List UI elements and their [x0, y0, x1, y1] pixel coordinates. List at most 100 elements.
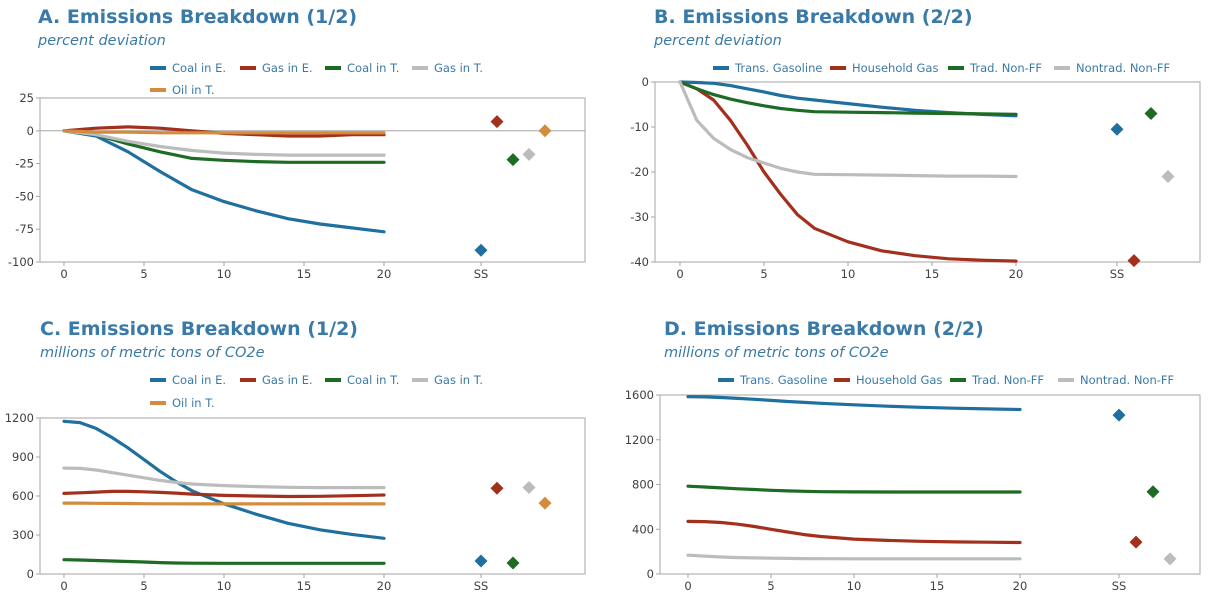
chart-d-xtick-label: 0 — [684, 579, 691, 593]
chart-c-series-line-3 — [62, 466, 386, 490]
chart-d-series-line-3 — [686, 553, 1022, 561]
chart-a-ytick-label: 0 — [27, 124, 34, 138]
chart-b-ytick-label: -40 — [630, 255, 649, 269]
chart-c-ytick-label: 0 — [27, 567, 34, 581]
chart-d-ss-marker-2 — [1146, 485, 1160, 499]
chart-a-xtick-label: 20 — [377, 267, 392, 281]
panel-d-subtitle: millions of metric tons of CO2e — [664, 345, 889, 361]
chart-c-legend-label-3: Gas in T. — [434, 373, 483, 387]
chart-c-xtick-label: 0 — [60, 579, 67, 593]
chart-a-xtick-label: 15 — [297, 267, 312, 281]
chart-b-ss-marker-3 — [1161, 170, 1175, 183]
chart-d-xtick-label: 20 — [1013, 579, 1028, 593]
chart-d-ytick-label: 0 — [647, 567, 654, 581]
chart-d-series-line-0 — [686, 395, 1022, 412]
chart-a-series-line-3 — [62, 129, 386, 157]
chart-a-frame — [39, 97, 586, 263]
chart-d-ytick-label: 1600 — [625, 388, 654, 402]
panel-a-subtitle: percent deviation — [38, 33, 166, 49]
chart-b-ss-label: SS — [1110, 267, 1125, 281]
chart-d-legend-label-2: Trad. Non-FF — [971, 373, 1044, 387]
chart-a-ss-marker-4 — [538, 124, 552, 138]
chart-c-ytick-label: 600 — [12, 489, 34, 503]
chart-c-ytick-label: 900 — [12, 450, 34, 464]
chart-b-xtick-label: 0 — [676, 267, 683, 281]
chart-c-series-line-1 — [62, 489, 386, 499]
panel-a-title: A. Emissions Breakdown (1/2) — [38, 6, 358, 28]
chart-d-frame — [659, 394, 1201, 575]
chart-c-legend-label-1: Gas in E. — [262, 373, 313, 387]
chart-d-legend-label-1: Household Gas — [856, 373, 942, 387]
chart-c-xtick-label: 20 — [377, 579, 392, 593]
chart-d-xtick-label: 10 — [847, 579, 862, 593]
chart-a-series-line-0 — [62, 129, 386, 234]
chart-a-xtick-label: 5 — [140, 267, 147, 281]
chart-d-series-line-2 — [686, 484, 1022, 494]
chart-b-legend-label-0: Trans. Gasoline — [734, 61, 822, 75]
chart-a-legend-label-2: Coal in T. — [347, 61, 399, 75]
chart-d-ss-label: SS — [1112, 579, 1127, 593]
chart-b-frame — [654, 81, 1201, 263]
panel-b-title: B. Emissions Breakdown (2/2) — [654, 6, 973, 28]
chart-c-series-line-2 — [62, 558, 386, 565]
chart-a-ytick-label: 25 — [19, 91, 34, 105]
chart-c-ss-marker-1 — [490, 481, 504, 495]
chart-a-legend-label-1: Gas in E. — [262, 61, 313, 75]
chart-a-ytick-label: -25 — [15, 157, 34, 171]
chart-b-legend-label-3: Nontrad. Non-FF — [1076, 61, 1170, 75]
chart-a-legend-label-0: Coal in E. — [172, 61, 226, 75]
chart-a-ss-marker-1 — [490, 115, 504, 129]
chart-b-series-line-2 — [678, 80, 1018, 117]
chart-d-ytick-label: 800 — [632, 478, 654, 492]
chart-d-xtick-label: 5 — [767, 579, 774, 593]
chart-c-xtick-label: 10 — [217, 579, 232, 593]
chart-a-ytick-label: -100 — [8, 255, 34, 269]
chart-c-series-line-0 — [62, 419, 386, 540]
chart-c-ss-label: SS — [474, 579, 489, 593]
chart-b-series-line-3 — [678, 80, 1018, 179]
chart-a-series-line-4 — [62, 129, 386, 135]
chart-c-xtick-label: 15 — [297, 579, 312, 593]
chart-c-ytick-label: 300 — [12, 528, 34, 542]
chart-c-legend-label-2: Coal in T. — [347, 373, 399, 387]
chart-b-ytick-label: -20 — [630, 165, 649, 179]
chart-d-xtick-label: 15 — [930, 579, 945, 593]
chart-b-legend-label-1: Household Gas — [852, 61, 938, 75]
chart-b-ytick-label: -30 — [630, 210, 649, 224]
panel-d-title: D. Emissions Breakdown (2/2) — [664, 318, 984, 340]
chart-a-series-line-2 — [62, 129, 386, 164]
panel-b-subtitle: percent deviation — [654, 33, 782, 49]
chart-a-ss-marker-3 — [522, 147, 536, 161]
panel-c-title: C. Emissions Breakdown (1/2) — [40, 318, 358, 340]
chart-a-ss-label: SS — [474, 267, 489, 281]
chart-a-ss-marker-0 — [474, 243, 488, 257]
chart-a-xtick-label: 0 — [60, 267, 67, 281]
chart-c-xtick-label: 5 — [140, 579, 147, 593]
chart-b-ss-marker-0 — [1110, 122, 1124, 136]
panel-c-subtitle: millions of metric tons of CO2e — [40, 345, 265, 361]
chart-d-ss-marker-3 — [1163, 552, 1177, 566]
chart-d-legend-label-3: Nontrad. Non-FF — [1080, 373, 1174, 387]
chart-d-ss-marker-1 — [1129, 535, 1143, 549]
chart-c-ss-marker-4 — [538, 496, 552, 510]
chart-d-legend-label-0: Trans. Gasoline — [739, 373, 827, 387]
chart-c-series-line-4 — [62, 501, 386, 506]
chart-a-ss-marker-2 — [506, 153, 520, 167]
chart-c-legend-label-0: Coal in E. — [172, 373, 226, 387]
chart-a-legend-label-3: Gas in T. — [434, 61, 483, 75]
chart-b-ytick-label: 0 — [642, 75, 649, 89]
chart-a-ytick-label: -50 — [15, 189, 34, 203]
chart-b-series-line-1 — [678, 80, 1018, 263]
chart-b-ss-marker-2 — [1144, 107, 1158, 120]
chart-b-ytick-label: -10 — [630, 120, 649, 134]
chart-b-xtick-label: 15 — [925, 267, 940, 281]
chart-d-ytick-label: 400 — [632, 522, 654, 536]
chart-b-ss-marker-1 — [1127, 254, 1141, 268]
chart-a-legend-label-4: Oil in T. — [172, 83, 215, 97]
chart-b-xtick-label: 10 — [841, 267, 856, 281]
chart-d-ytick-label: 1200 — [625, 433, 654, 447]
chart-b-legend-label-2: Trad. Non-FF — [969, 61, 1042, 75]
chart-d-ss-marker-0 — [1112, 408, 1126, 422]
chart-c-ss-marker-3 — [522, 481, 536, 495]
